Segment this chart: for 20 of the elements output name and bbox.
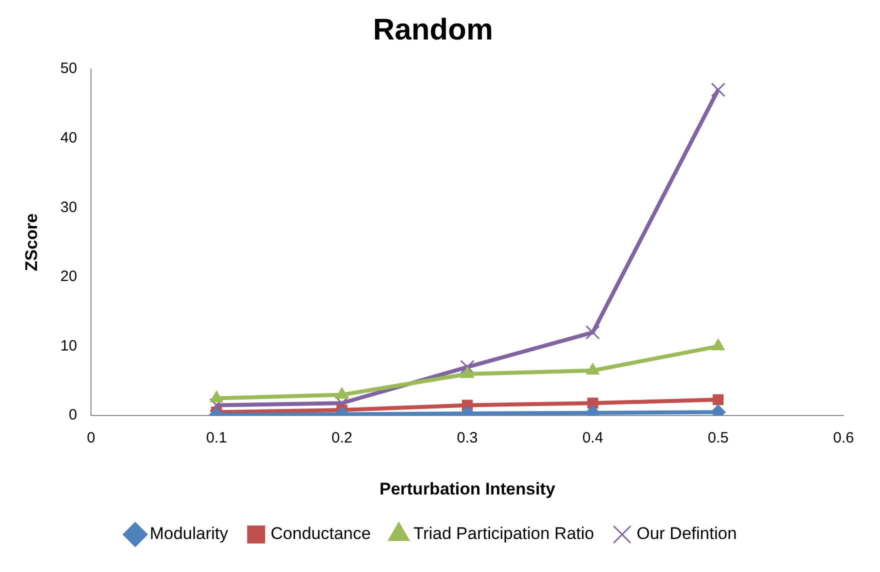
legend-label: Conductance xyxy=(270,524,371,544)
x-tick-label: 0.5 xyxy=(708,430,729,447)
legend-label: Our Defintion xyxy=(636,524,737,544)
y-tick-label: 50 xyxy=(60,60,78,78)
x-tick-label: 0 xyxy=(86,430,96,447)
legend-label: Modularity xyxy=(150,524,229,544)
y-tick-label: 20 xyxy=(60,268,78,286)
chart-title: Random xyxy=(373,13,493,46)
y-tick-label: 0 xyxy=(68,406,78,424)
x-tick-label: 0.4 xyxy=(582,430,604,447)
x-tick-label: 0.1 xyxy=(206,430,227,447)
y-tick-label: 10 xyxy=(60,337,78,354)
legend-label: Triad Participation Ratio xyxy=(413,524,594,544)
y-axis-title: ZScore xyxy=(22,213,41,272)
y-tick-label: 30 xyxy=(60,198,78,216)
x-tick-label: 0.2 xyxy=(331,430,352,447)
x-tick-label: 0.3 xyxy=(456,430,478,447)
y-tick-label: 40 xyxy=(60,129,78,146)
x-axis-title: Perturbation Intensity xyxy=(379,479,556,498)
x-tick-label: 0.6 xyxy=(833,430,854,447)
